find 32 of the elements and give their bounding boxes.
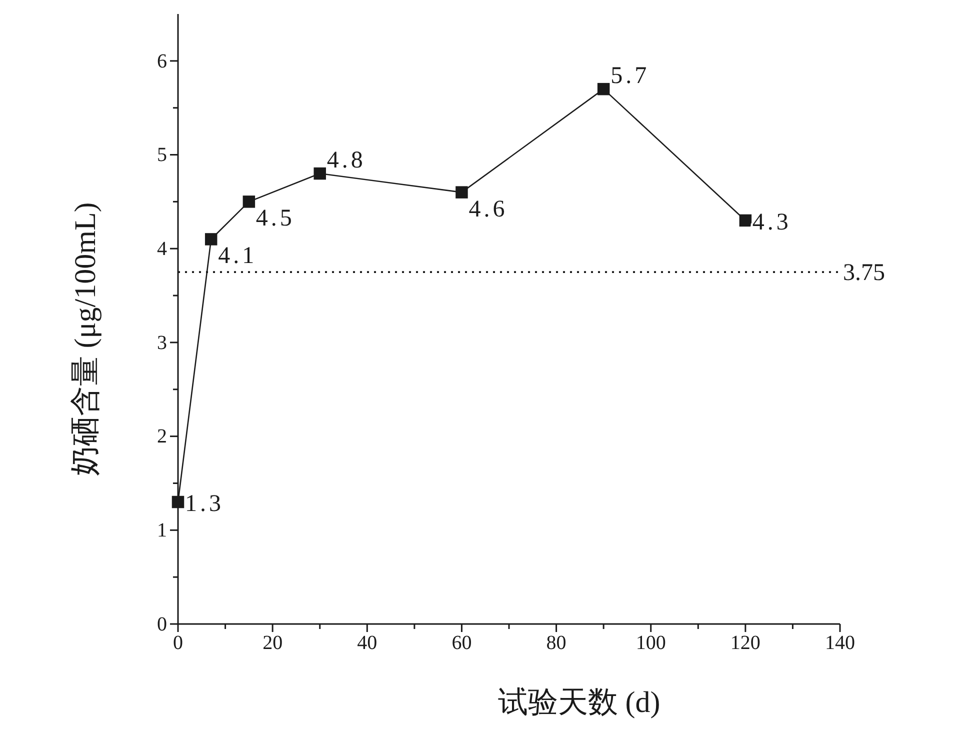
data-label: 4.8 — [326, 148, 366, 174]
x-tick-label: 20 — [262, 632, 283, 654]
y-tick-label: 5 — [157, 144, 167, 166]
point — [242, 196, 256, 208]
y-tick-label: 6 — [157, 50, 167, 72]
x-tick-label: 60 — [452, 632, 472, 654]
x-axis-title: 试验天数 (d) — [498, 686, 660, 719]
data-label: 4.5 — [256, 206, 295, 232]
ref-line-label: 3.75 — [843, 260, 885, 286]
point — [172, 496, 184, 508]
data-label: 1.3 — [185, 491, 224, 517]
x-tick-label: 0 — [173, 632, 183, 654]
y-tick-label: 3 — [157, 332, 167, 354]
data-label: 4.3 — [752, 209, 792, 236]
x-tick-label: 40 — [357, 632, 378, 654]
data-label: 4.1 — [218, 243, 258, 270]
data-label: 4.6 — [468, 196, 508, 222]
data-label: 5.7 — [610, 63, 650, 90]
point — [204, 233, 218, 246]
point — [597, 82, 610, 96]
point — [739, 214, 752, 227]
point — [456, 186, 468, 198]
y-tick-label: 1 — [157, 520, 167, 542]
x-tick-label: 140 — [825, 632, 855, 654]
y-tick-label: 0 — [157, 613, 167, 636]
y-tick-label: 4 — [157, 238, 167, 260]
y-tick-label: 2 — [157, 426, 167, 448]
x-tick-label: 100 — [636, 632, 666, 654]
y-axis-title: 奶硒含量 (μg/100mL) — [69, 202, 102, 476]
x-tick-label: 120 — [730, 632, 760, 654]
x-tick-label: 80 — [546, 632, 566, 654]
point — [314, 167, 326, 180]
